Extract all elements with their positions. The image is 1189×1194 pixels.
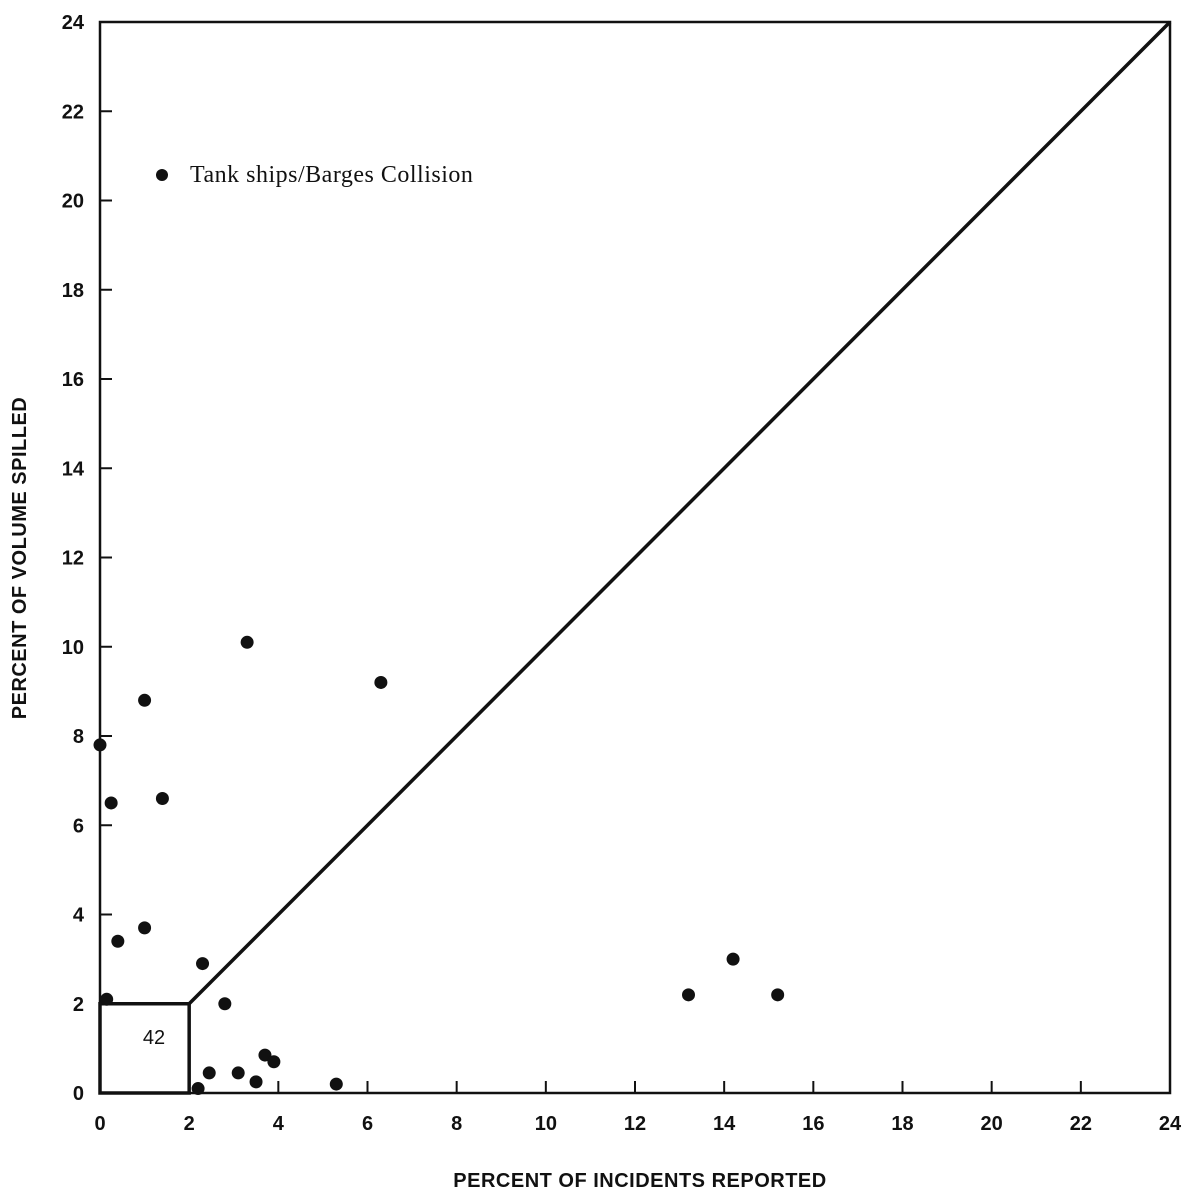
- y-tick-label: 4: [73, 905, 85, 927]
- legend-label: Tank ships/Barges Collision: [190, 162, 473, 188]
- x-tick-label: 24: [1159, 1113, 1182, 1135]
- data-point: [249, 1075, 263, 1089]
- x-tick-label: 8: [451, 1113, 462, 1135]
- x-tick-label: 10: [535, 1113, 557, 1135]
- y-tick-label: 14: [62, 458, 85, 480]
- x-axis-title: PERCENT OF INCIDENTS REPORTED: [453, 1170, 826, 1192]
- y-tick-label: 2: [73, 994, 84, 1016]
- data-point: [104, 796, 118, 810]
- data-point: [240, 635, 254, 649]
- data-point: [771, 988, 785, 1002]
- x-tick-label: 20: [981, 1113, 1003, 1135]
- data-point: [191, 1082, 205, 1096]
- data-point: [267, 1055, 281, 1069]
- y-tick-label: 8: [73, 726, 84, 748]
- y-tick-label: 20: [62, 191, 84, 213]
- data-point: [100, 992, 114, 1006]
- data-point: [111, 934, 125, 948]
- axes-layer: 0 2 4 6 8 10 12 14 16 18 20 22 240246810121416182022…: [62, 12, 1182, 1135]
- data-point: [374, 675, 388, 689]
- y-tick-label: 6: [73, 815, 84, 837]
- data-point: [138, 693, 152, 707]
- y-tick-label: 0: [73, 1083, 84, 1105]
- x-tick-label: 4: [273, 1113, 285, 1135]
- data-point: [196, 957, 210, 971]
- y-tick-label: 18: [62, 280, 84, 302]
- data-point: [258, 1048, 272, 1062]
- x-tick-label: 14: [713, 1113, 736, 1135]
- reference-diagonal-line: [187, 20, 1172, 1005]
- x-tick-label: 16: [802, 1113, 824, 1135]
- y-axis-title: PERCENT OF VOLUME SPILLED: [9, 397, 31, 720]
- inset-box-label: 42: [143, 1027, 165, 1049]
- data-point: [155, 791, 169, 805]
- data-point: [682, 988, 695, 1002]
- x-tick-label: 0: [94, 1113, 105, 1135]
- data-point: [218, 997, 232, 1011]
- data-point: [329, 1077, 343, 1091]
- data-point: [231, 1066, 245, 1080]
- data-point: [726, 952, 740, 966]
- y-tick-label: 22: [62, 101, 84, 123]
- x-tick-label: 12: [624, 1113, 646, 1135]
- legend-marker: [156, 169, 168, 181]
- y-tick-label: 10: [62, 637, 84, 659]
- data-point: [202, 1066, 216, 1080]
- x-tick-label: 6: [362, 1113, 373, 1135]
- x-tick-label: 2: [184, 1113, 195, 1135]
- reference-layer: [98, 20, 1172, 1095]
- inset-box: [98, 1002, 191, 1095]
- data-point: [138, 921, 152, 935]
- labels-layer: PERCENT OF INCIDENTS REPORTED PERCENT OF…: [9, 162, 826, 1192]
- y-tick-label: 16: [62, 369, 84, 391]
- y-tick-label: 24: [62, 12, 85, 34]
- y-tick-label: 12: [62, 548, 84, 570]
- points-layer: [93, 635, 785, 1096]
- x-tick-label: 22: [1070, 1113, 1092, 1135]
- data-point: [93, 738, 107, 752]
- x-tick-label: 18: [891, 1113, 913, 1135]
